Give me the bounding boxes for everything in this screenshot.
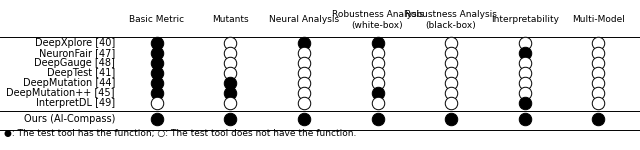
Point <box>520 52 530 54</box>
Point <box>299 62 309 64</box>
Point <box>225 42 236 44</box>
Point <box>225 92 236 94</box>
Point <box>152 118 162 120</box>
Point <box>299 52 309 54</box>
Text: DeepGauge [48]: DeepGauge [48] <box>34 58 115 68</box>
Text: InterpretDL [49]: InterpretDL [49] <box>36 98 115 108</box>
Point <box>372 72 383 74</box>
Point <box>520 62 530 64</box>
Point <box>520 92 530 94</box>
Point <box>593 102 604 104</box>
Point <box>520 118 530 120</box>
Point <box>520 72 530 74</box>
Point <box>372 52 383 54</box>
Point <box>152 92 162 94</box>
Point <box>593 52 604 54</box>
Point <box>520 42 530 44</box>
Point <box>225 72 236 74</box>
Point <box>372 62 383 64</box>
Text: NeuronFair [47]: NeuronFair [47] <box>39 48 115 58</box>
Point <box>446 82 456 84</box>
Point <box>593 62 604 64</box>
Point <box>446 52 456 54</box>
Point <box>299 42 309 44</box>
Point <box>593 92 604 94</box>
Point <box>593 118 604 120</box>
Point <box>593 72 604 74</box>
Point <box>299 118 309 120</box>
Point <box>372 82 383 84</box>
Text: Interpretability: Interpretability <box>491 15 559 24</box>
Point <box>446 42 456 44</box>
Text: Multi-Model: Multi-Model <box>572 15 625 24</box>
Point <box>446 62 456 64</box>
Point <box>520 82 530 84</box>
Point <box>372 102 383 104</box>
Point <box>446 72 456 74</box>
Point <box>225 62 236 64</box>
Point <box>593 42 604 44</box>
Point <box>299 102 309 104</box>
Point <box>446 118 456 120</box>
Point <box>372 92 383 94</box>
Point <box>299 92 309 94</box>
Point <box>152 52 162 54</box>
Text: DeepXplore [40]: DeepXplore [40] <box>35 38 115 48</box>
Point <box>372 118 383 120</box>
Point <box>446 102 456 104</box>
Text: Robustness Analysis
(black-box): Robustness Analysis (black-box) <box>405 10 497 30</box>
Point <box>372 42 383 44</box>
Text: Robustness Analysis
(white-box): Robustness Analysis (white-box) <box>332 10 424 30</box>
Point <box>299 82 309 84</box>
Text: Neural Analysis: Neural Analysis <box>269 15 339 24</box>
Point <box>225 118 236 120</box>
Text: ●: The test tool has the function; ○: The test tool does not have the function.: ●: The test tool has the function; ○: Th… <box>4 129 356 138</box>
Point <box>520 102 530 104</box>
Point <box>225 102 236 104</box>
Point <box>152 62 162 64</box>
Text: Ours (AI-Compass): Ours (AI-Compass) <box>24 114 115 124</box>
Text: DeepMutation++ [45]: DeepMutation++ [45] <box>6 88 115 98</box>
Text: Mutants: Mutants <box>212 15 249 24</box>
Point <box>152 82 162 84</box>
Point <box>593 82 604 84</box>
Point <box>225 82 236 84</box>
Point <box>225 52 236 54</box>
Point <box>152 42 162 44</box>
Point <box>152 72 162 74</box>
Point <box>299 72 309 74</box>
Point <box>152 102 162 104</box>
Text: DeepTest [41]: DeepTest [41] <box>47 68 115 78</box>
Point <box>446 92 456 94</box>
Text: Basic Metric: Basic Metric <box>129 15 184 24</box>
Text: DeepMutation [44]: DeepMutation [44] <box>22 78 115 88</box>
